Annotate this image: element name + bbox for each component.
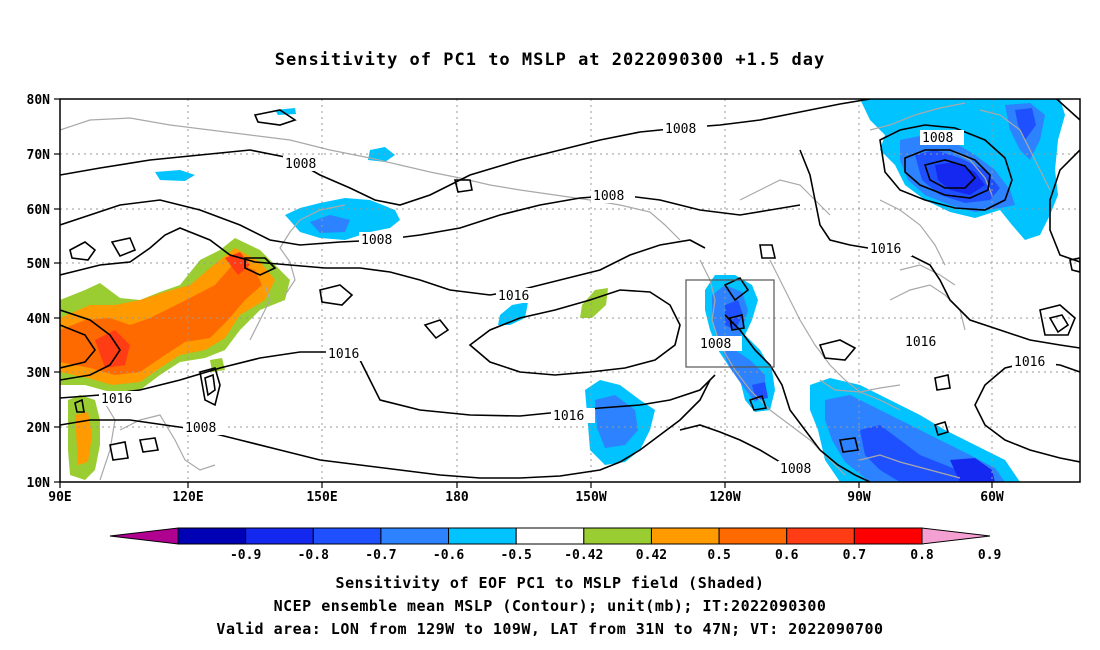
colorbar-label: -0.6: [433, 548, 464, 563]
lon-label: 90W: [847, 490, 871, 505]
contour-1008-greenland: [879, 124, 1013, 211]
colorbar-label: -0.7: [365, 548, 396, 563]
colorbar-label: -0.8: [298, 548, 329, 563]
contour-1016-east: [974, 361, 1080, 463]
colorbar-label: 0.8: [910, 548, 934, 563]
colorbar-label: 0.7: [843, 548, 866, 563]
shaded-sensitivity: [60, 99, 1065, 482]
colorbar-swatch: [515, 527, 585, 545]
colorbar-label: -0.5: [501, 548, 532, 563]
coastlines: [60, 102, 1051, 481]
caption-line-2: NCEP ensemble mean MSLP (Contour); unit(…: [273, 597, 827, 615]
mslp-contours: [60, 99, 1080, 482]
caption-line-1: Sensitivity of EOF PC1 to MSLP field (Sh…: [335, 574, 765, 592]
contour-1016-south: [60, 351, 716, 417]
lat-labels: 80N 70N 60N 50N 40N 30N 20N 10N: [27, 93, 51, 491]
contour-label: 1016: [870, 242, 901, 257]
contour-label: 1016: [553, 409, 584, 424]
lon-label: 120W: [709, 490, 740, 505]
lat-label: 50N: [27, 257, 51, 272]
valid-area-box: [685, 279, 775, 368]
colorbar-right-arrow: [921, 527, 991, 545]
contour-label: 1016: [101, 392, 132, 407]
colorbar-swatch: [583, 527, 652, 545]
colorbar-swatch: [312, 527, 382, 545]
contour-label: 1016: [328, 347, 359, 362]
contour-1008-wc-east: [724, 314, 871, 482]
lon-label: 150E: [306, 490, 337, 505]
colorbar-left-arrow: [109, 527, 179, 545]
colorbar-label: -0.42: [564, 548, 603, 563]
colorbar-label: 0.6: [775, 548, 799, 563]
contour-1016-high: [468, 289, 681, 376]
map-area: 1008 1008 1008 1008 1008 1008 1008 1016 …: [60, 99, 1080, 482]
colorbar-swatch: [448, 527, 517, 545]
lat-label: 80N: [27, 93, 51, 108]
lat-label: 70N: [27, 148, 51, 163]
map-title: Sensitivity of PC1 to MSLP at 2022090300…: [274, 50, 826, 70]
colorbar-swatch: [177, 527, 247, 545]
colorbar-swatch: [650, 527, 720, 545]
contour-label: 1008: [780, 462, 811, 477]
lat-label: 60N: [27, 203, 51, 218]
contour-label: 1016: [905, 335, 936, 350]
contour-label: 1008: [922, 131, 953, 146]
colorbar-swatch: [718, 527, 788, 545]
contour-1016-conus: [799, 149, 1080, 349]
colorbar-swatch: [853, 527, 923, 545]
lon-label: 90E: [48, 490, 71, 505]
contour-label-group: 1008 1008 1008 1008 1008 1008 1008 1016 …: [99, 121, 1056, 477]
contour-label: 1008: [361, 233, 392, 248]
contour-1016-npac: [60, 227, 706, 296]
colorbar-label: 0.5: [707, 548, 730, 563]
contour-label: 1008: [700, 337, 731, 352]
contour-1008-south: [60, 379, 711, 479]
axis-ticks: [54, 98, 993, 488]
contour-1008-arctic: [60, 99, 871, 206]
contour-1008-eastpac: [679, 424, 781, 463]
contour-1008-npac: [60, 194, 801, 246]
lon-label: 180: [445, 490, 469, 505]
contour-label: 1008: [593, 189, 624, 204]
contour-label: 1016: [498, 289, 529, 304]
contour-label: 1008: [665, 122, 696, 137]
lat-label: 20N: [27, 421, 51, 436]
graticule: [60, 99, 1080, 482]
lon-label: 60W: [980, 490, 1004, 505]
colorbar-label: -0.9: [230, 548, 261, 563]
colorbar-label: 0.9: [978, 548, 1001, 563]
lat-label: 30N: [27, 366, 51, 381]
colorbar-label: 0.42: [636, 548, 667, 563]
map-frame: [59, 98, 1081, 483]
caption-line-3: Valid area: LON from 129W to 109W, LAT f…: [216, 620, 884, 638]
colorbar: -0.9 -0.8 -0.7 -0.6 -0.5 -0.42 0.42 0.5 0.6 0.7 0.…: [109, 527, 1001, 563]
colorbar-swatch: [245, 527, 314, 545]
contour-label: 1008: [285, 157, 316, 172]
lon-label: 120E: [172, 490, 203, 505]
lon-labels: 90E 120E 150E 180 150W 120W 90W 60W: [48, 490, 1004, 505]
contour-label: 1008: [185, 421, 216, 436]
lon-label: 150W: [575, 490, 606, 505]
colorbar-swatch: [380, 527, 450, 545]
positive-patch-central-pacific: [580, 288, 608, 318]
lat-label: 40N: [27, 312, 51, 327]
lat-label: 10N: [27, 476, 51, 491]
colorbar-swatch: [786, 527, 855, 545]
contour-label: 1016: [1014, 355, 1045, 370]
